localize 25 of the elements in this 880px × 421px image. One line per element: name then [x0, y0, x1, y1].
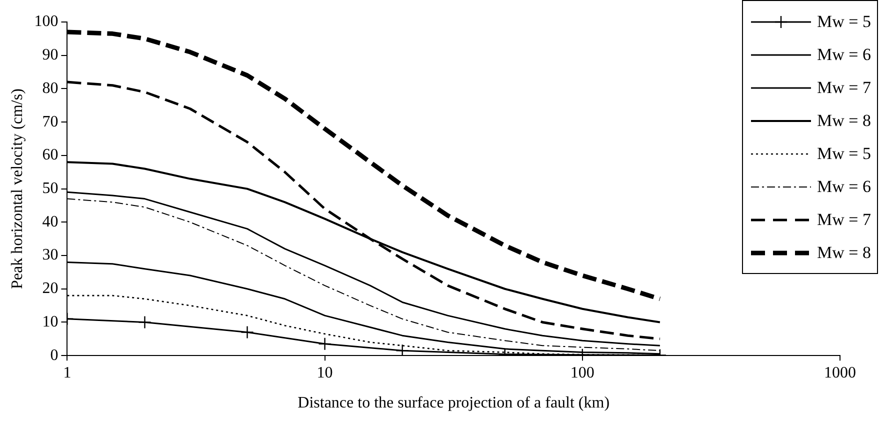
legend-label: Mw = 8	[817, 110, 871, 130]
legend-label: Mw = 7	[817, 210, 871, 230]
y-tick-label: 30	[42, 246, 58, 264]
legend-label: Mw = 7	[817, 78, 871, 98]
legend-label: Mw = 6	[817, 44, 871, 64]
y-tick-label: 70	[42, 113, 58, 130]
y-tick-label: 100	[34, 13, 58, 30]
y-tick-label: 0	[50, 346, 58, 364]
legend-label: Mw = 8	[817, 242, 871, 262]
y-tick-label: 50	[42, 180, 58, 198]
y-tick-label: 20	[42, 280, 58, 298]
legend-label: Mw = 5	[817, 12, 871, 32]
x-tick-label: 100	[570, 364, 594, 382]
y-axis-title: Peak horizontal velocity (cm/s)	[8, 88, 26, 289]
y-tick-label: 40	[42, 213, 58, 230]
x-tick-label: 10	[316, 364, 333, 382]
y-tick-label: 90	[42, 46, 58, 64]
y-tick-label: 10	[42, 313, 58, 330]
legend-label: Mw = 6	[817, 176, 871, 196]
x-tick-label: 1	[63, 364, 72, 382]
x-axis-title: Distance to the surface projection of a fault (km)	[298, 394, 610, 412]
x-tick-label: 1000	[824, 364, 856, 382]
y-tick-label: 80	[42, 80, 58, 97]
legend-label: Mw = 5	[817, 144, 871, 164]
y-tick-label: 60	[42, 146, 58, 164]
